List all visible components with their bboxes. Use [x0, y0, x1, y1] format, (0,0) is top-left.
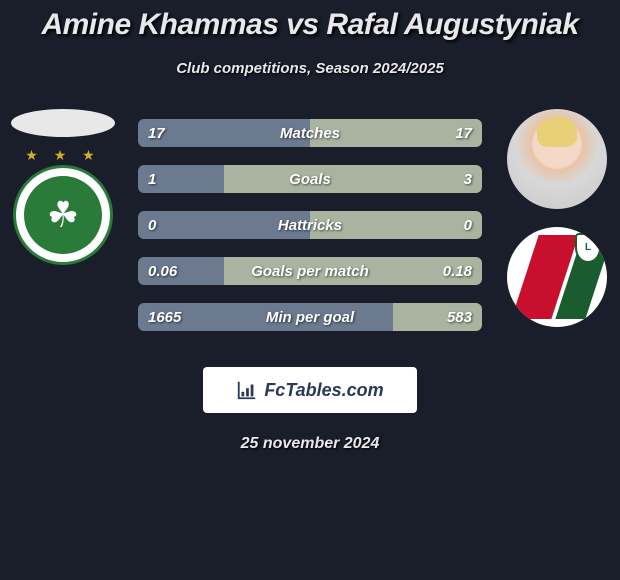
stat-row: 1665Min per goal583: [138, 303, 482, 331]
stat-value-right: 17: [455, 125, 472, 142]
stat-row: 0.06Goals per match0.18: [138, 257, 482, 285]
stat-row: 1Goals3: [138, 165, 482, 193]
stat-value-right: 583: [447, 309, 472, 326]
stat-value-right: 0: [464, 217, 472, 234]
stat-row: 17Matches17: [138, 119, 482, 147]
club-right-badge-icon: L: [507, 227, 607, 327]
stat-value-right: 0.18: [443, 263, 472, 280]
player-right-avatar: [507, 109, 607, 209]
left-player-column: ★ ★ ★: [8, 109, 118, 265]
club-left-stars-icon: ★ ★ ★: [13, 147, 113, 164]
stat-row: 0Hattricks0: [138, 211, 482, 239]
stat-label: Min per goal: [138, 309, 482, 326]
subtitle: Club competitions, Season 2024/2025: [0, 60, 620, 77]
right-player-column: L: [502, 109, 612, 327]
stat-label: Goals: [138, 171, 482, 188]
club-left-wrapper: ★ ★ ★: [13, 165, 113, 265]
comparison-card: Amine Khammas vs Rafal Augustyniak Club …: [0, 0, 620, 580]
page-title: Amine Khammas vs Rafal Augustyniak: [0, 0, 620, 42]
stat-bars: 17Matches17 1Goals3 0Hattricks0 0.06Goals p…: [138, 119, 482, 349]
stat-label: Hattricks: [138, 217, 482, 234]
club-left-badge-icon: [13, 165, 113, 265]
logo-text: FcTables.com: [264, 380, 383, 401]
chart-icon: [236, 379, 258, 401]
club-right-shield-icon: L: [575, 233, 601, 263]
date-text: 25 november 2024: [0, 435, 620, 453]
stat-label: Matches: [138, 125, 482, 142]
stat-value-right: 3: [464, 171, 472, 188]
player-left-avatar-placeholder: [11, 109, 115, 137]
stats-area: ★ ★ ★ L 17Matches17 1Goals3 0Hattricks0 0.0…: [0, 109, 620, 349]
fctables-logo[interactable]: FcTables.com: [203, 367, 417, 413]
stat-label: Goals per match: [138, 263, 482, 280]
